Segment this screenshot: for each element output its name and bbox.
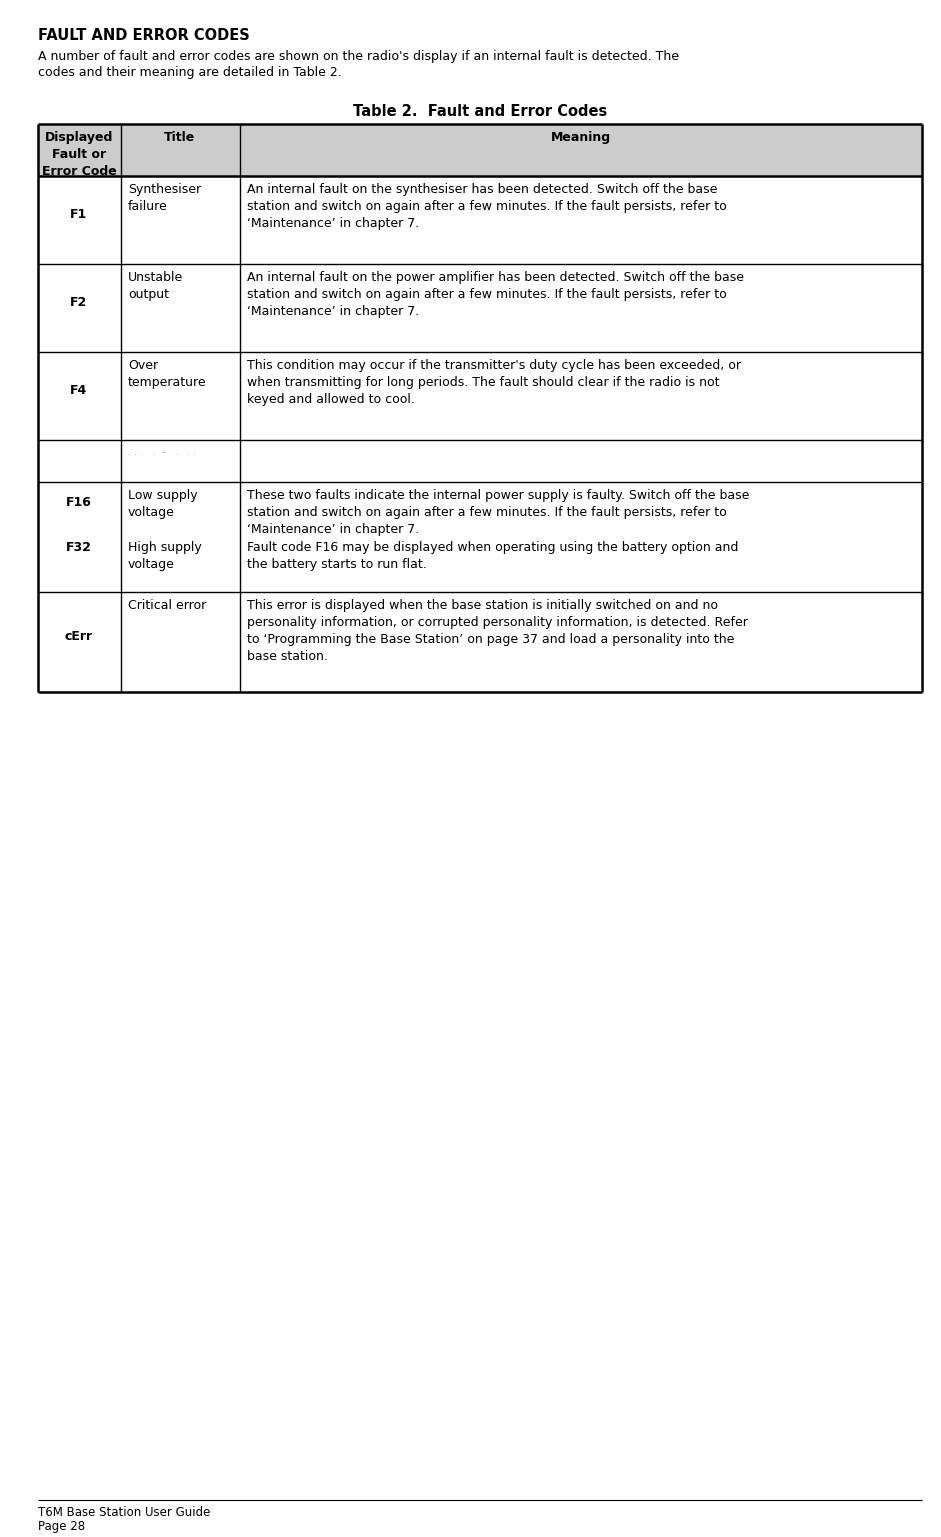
Text: . . .   .  -   .   . .: . . . . - . . . bbox=[128, 447, 197, 456]
Bar bbox=[38, 124, 922, 177]
Text: Meaning: Meaning bbox=[550, 131, 611, 144]
Text: High supply
voltage: High supply voltage bbox=[128, 541, 201, 572]
Text: Table 2.  Fault and Error Codes: Table 2. Fault and Error Codes bbox=[353, 105, 607, 118]
Text: Over
temperature: Over temperature bbox=[128, 360, 207, 389]
Text: Unstable
output: Unstable output bbox=[128, 271, 183, 301]
Text: F16: F16 bbox=[66, 496, 92, 509]
Text: F32: F32 bbox=[66, 541, 92, 553]
Text: Page 28: Page 28 bbox=[38, 1520, 85, 1532]
Text: F1: F1 bbox=[71, 207, 88, 220]
Text: Displayed
Fault or
Error Code: Displayed Fault or Error Code bbox=[41, 131, 117, 178]
Text: Critical error: Critical error bbox=[128, 599, 206, 612]
Text: This error is displayed when the base station is initially switched on and no
pe: This error is displayed when the base st… bbox=[247, 599, 748, 662]
Text: Fault code F16 may be displayed when operating using the battery option and
the : Fault code F16 may be displayed when ope… bbox=[247, 541, 739, 572]
Text: This condition may occur if the transmitter's duty cycle has been exceeded, or
w: This condition may occur if the transmit… bbox=[247, 360, 741, 406]
Text: An internal fault on the synthesiser has been detected. Switch off the base
stat: An internal fault on the synthesiser has… bbox=[247, 183, 726, 231]
Text: Title: Title bbox=[165, 131, 196, 144]
Text: cErr: cErr bbox=[65, 630, 93, 642]
Text: An internal fault on the power amplifier has been detected. Switch off the base
: An internal fault on the power amplifier… bbox=[247, 271, 744, 318]
Text: Low supply
voltage: Low supply voltage bbox=[128, 489, 198, 520]
Text: These two faults indicate the internal power supply is faulty. Switch off the ba: These two faults indicate the internal p… bbox=[247, 489, 749, 536]
Text: F4: F4 bbox=[71, 384, 88, 397]
Text: F2: F2 bbox=[71, 295, 88, 309]
Text: A number of fault and error codes are shown on the radio's display if an interna: A number of fault and error codes are sh… bbox=[38, 51, 679, 63]
Text: T6M Base Station User Guide: T6M Base Station User Guide bbox=[38, 1506, 211, 1519]
Text: Synthesiser
failure: Synthesiser failure bbox=[128, 183, 201, 214]
Text: codes and their meaning are detailed in Table 2.: codes and their meaning are detailed in … bbox=[38, 66, 342, 78]
Text: FAULT AND ERROR CODES: FAULT AND ERROR CODES bbox=[38, 28, 249, 43]
